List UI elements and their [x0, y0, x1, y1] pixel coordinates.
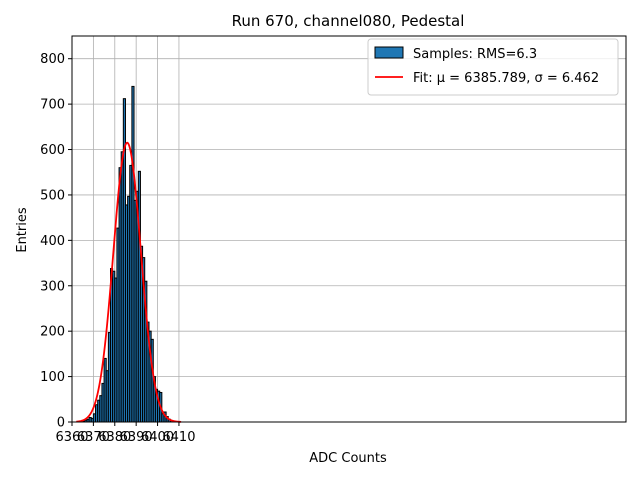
legend-box [367, 38, 619, 96]
histogram-bars [82, 85, 174, 423]
x-tick-label: 6360 [55, 430, 88, 445]
y-axis-ticks: 0 100 200 300 400 500 600 700 800 [40, 52, 72, 431]
x-tick-label: 6410 [162, 430, 195, 445]
x-tick-label: 6390 [120, 430, 153, 445]
y-tick-label: 800 [40, 52, 65, 67]
y-tick-label: 700 [40, 98, 65, 113]
y-tick-label: 300 [40, 279, 65, 294]
legend-fit-label: Fit: μ = 6385.789, σ = 6.462 [413, 71, 599, 86]
y-axis-label: Entries [15, 207, 30, 253]
plot-frame [71, 35, 627, 423]
chart-title: Run 670, channel080, Pedestal [232, 12, 465, 30]
legend: Samples: RMS=6.3 Fit: μ = 6385.789, σ = … [367, 38, 619, 96]
grid-lines [71, 36, 626, 423]
y-tick-label: 0 [57, 416, 65, 431]
y-tick-label: 500 [40, 188, 65, 203]
y-tick-label: 100 [40, 370, 65, 385]
legend-samples-label: Samples: RMS=6.3 [413, 47, 537, 62]
x-tick-label: 6370 [77, 430, 110, 445]
y-tick-label: 200 [40, 325, 65, 340]
legend-samples-swatch [374, 46, 404, 59]
x-tick-label: 6400 [141, 430, 174, 445]
x-axis-label: ADC Counts [309, 451, 387, 466]
y-tick-label: 600 [40, 143, 65, 158]
y-tick-label: 400 [40, 234, 65, 249]
fit-curve [76, 141, 182, 423]
x-tick-label: 6380 [98, 430, 131, 445]
